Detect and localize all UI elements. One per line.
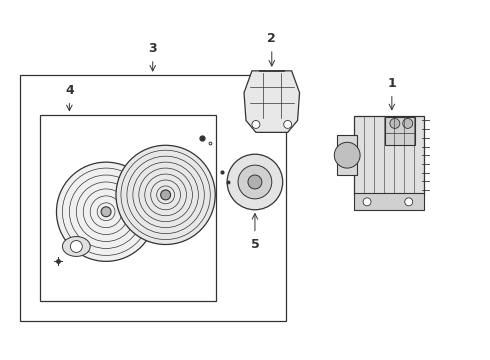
Circle shape	[238, 165, 272, 199]
Circle shape	[363, 198, 371, 206]
Circle shape	[161, 190, 171, 200]
Bar	[385, 117, 415, 145]
Circle shape	[56, 162, 156, 261]
Circle shape	[390, 118, 400, 129]
Circle shape	[403, 118, 413, 129]
Polygon shape	[244, 71, 299, 132]
Bar	[354, 193, 424, 210]
Circle shape	[405, 198, 413, 206]
Circle shape	[334, 142, 360, 168]
Bar	[354, 116, 424, 195]
Circle shape	[252, 121, 260, 129]
Text: 4: 4	[65, 84, 74, 96]
Bar	[40, 114, 216, 301]
Text: 3: 3	[148, 42, 157, 55]
Circle shape	[71, 240, 82, 252]
Circle shape	[227, 154, 283, 210]
Ellipse shape	[190, 199, 197, 209]
Circle shape	[116, 145, 215, 244]
Ellipse shape	[62, 237, 90, 256]
Text: 1: 1	[388, 77, 396, 90]
Bar	[20, 75, 286, 321]
Bar	[337, 135, 357, 175]
Ellipse shape	[183, 205, 190, 215]
Circle shape	[284, 121, 292, 129]
Ellipse shape	[196, 193, 203, 203]
Text: 2: 2	[268, 32, 276, 45]
Text: 5: 5	[250, 238, 259, 251]
Circle shape	[101, 207, 111, 217]
Circle shape	[248, 175, 262, 189]
